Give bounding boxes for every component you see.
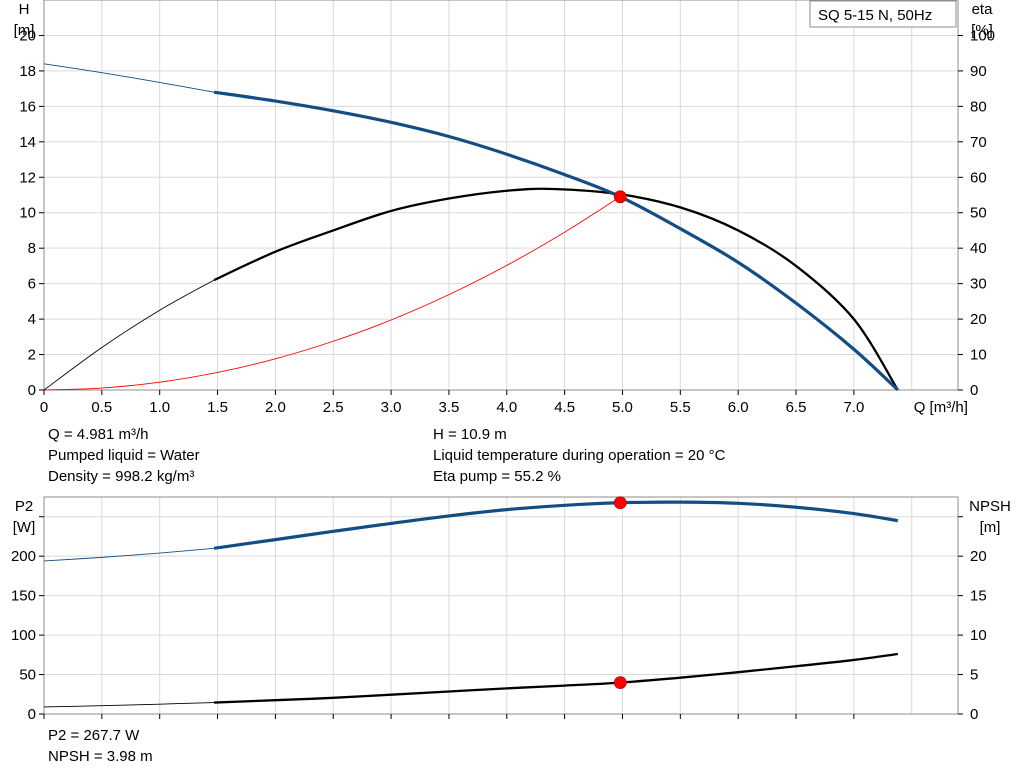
head-chart-x-tick-label: 6.0 — [728, 399, 749, 416]
head-chart-plot-frame — [43, 0, 959, 391]
density-value: Density = 998.2 kg/m³ — [48, 468, 195, 485]
right-axis-label-name: eta — [972, 1, 994, 18]
head-chart-right-tick-label: 40 — [970, 240, 987, 257]
info-left-bottom: P2 = 267.7 W NPSH = 3.98 m — [48, 725, 153, 767]
power-chart-right-tick-label: 0 — [970, 706, 978, 723]
head-chart-left-tick-label: 18 — [19, 63, 36, 80]
head-chart-x-tick-label: 5.5 — [670, 399, 691, 416]
head-chart-right-tick-label: 20 — [970, 311, 987, 328]
power-chart-left-tick-label: 200 — [11, 548, 36, 565]
info-right-top: H = 10.9 m Liquid temperature during ope… — [433, 424, 725, 487]
head-chart-right-tick-label: 60 — [970, 169, 987, 186]
head-chart-right-tick-label: 70 — [970, 134, 987, 151]
left-axis-label-name: H — [19, 1, 30, 18]
head-chart-right-tick-label: 80 — [970, 98, 987, 115]
head-chart-x-tick-label: 4.0 — [496, 399, 517, 416]
head-chart-x-tick-label: 1.5 — [207, 399, 228, 416]
head-chart-h-curve-thin — [43, 63, 215, 93]
head-chart-right-tick-label: 50 — [970, 205, 987, 222]
head-chart-x-tick-label: 0 — [40, 399, 48, 416]
head-chart-eta-curve-thin — [43, 279, 215, 391]
npsh-operating-point-marker — [613, 676, 627, 689]
info-left-top: Q = 4.981 m³/h Pumped liquid = Water Den… — [48, 424, 200, 487]
power-axis-label-unit: [W] — [13, 519, 36, 536]
npsh-value: NPSH = 3.98 m — [48, 748, 153, 765]
power-chart-plot-frame — [43, 496, 959, 715]
power-chart-plot-area — [44, 497, 958, 714]
head-chart-right-tick-label: 100 — [970, 27, 995, 44]
head-chart-left-tick-label: 20 — [19, 27, 36, 44]
power-axis-label-name: P2 — [15, 498, 33, 515]
head-chart-x-tick-label: 0.5 — [91, 399, 112, 416]
right-axis-label-unit: [%] — [971, 22, 993, 39]
power-chart-npsh-curve-thin — [43, 702, 215, 708]
chart-title: SQ 5-15 N, 50Hz — [818, 7, 932, 24]
head-chart-right-tick-label: 30 — [970, 276, 987, 293]
flow-rate-value: Q = 4.981 m³/h — [48, 426, 149, 443]
head-chart-right-tick-label: 90 — [970, 63, 987, 80]
head-chart-x-tick-label: 2.5 — [323, 399, 344, 416]
head-chart-system-curve-curve-thin — [43, 196, 621, 391]
power-chart-p2-curve-thin — [43, 547, 215, 562]
head-chart-left-tick-label: 8 — [28, 240, 36, 257]
head-chart-x-tick-label: 6.5 — [786, 399, 807, 416]
head-chart-x-tick-label: 2.0 — [265, 399, 286, 416]
chart-title-box — [809, 0, 957, 28]
head-chart-left-tick-label: 12 — [19, 169, 36, 186]
head-chart-plot-area — [44, 0, 958, 390]
head-chart-right-tick-label: 10 — [970, 347, 987, 364]
head-chart-x-tick-label: 1.0 — [149, 399, 170, 416]
power-chart-right-tick-label: 15 — [970, 588, 987, 605]
head-chart-h-curve — [213, 90, 899, 392]
head-chart-left-tick-label: 2 — [28, 347, 36, 364]
pumped-liquid-value: Pumped liquid = Water — [48, 447, 200, 464]
head-chart-left-tick-label: 6 — [28, 276, 36, 293]
head-chart-left-tick-label: 10 — [19, 205, 36, 222]
npsh-axis-label-unit: [m] — [980, 519, 1001, 536]
power-chart-left-tick-label: 50 — [19, 667, 36, 684]
p2-value: P2 = 267.7 W — [48, 727, 140, 744]
head-chart-x-tick-label: 7.0 — [843, 399, 864, 416]
head-chart-left-tick-label: 16 — [19, 98, 36, 115]
head-chart-right-tick-label: 0 — [970, 382, 978, 399]
power-chart-left-tick-label: 100 — [11, 627, 36, 644]
head-chart-x-tick-label: 5.0 — [612, 399, 633, 416]
head-value: H = 10.9 m — [433, 426, 507, 443]
head-chart-left-tick-label: 14 — [19, 134, 36, 151]
liquid-temperature-value: Liquid temperature during operation = 20… — [433, 447, 726, 464]
power-chart-npsh-curve — [214, 652, 898, 704]
head-chart-eta-curve — [213, 187, 899, 391]
head-operating-point-marker — [613, 190, 627, 204]
head-chart-x-tick-label: 4.5 — [554, 399, 575, 416]
head-chart-left-tick-label: 0 — [28, 382, 36, 399]
head-chart-x-tick-label: 3.0 — [381, 399, 402, 416]
head-chart-x-tick-label: 3.5 — [439, 399, 460, 416]
power-chart-right-tick-label: 5 — [970, 667, 978, 684]
left-axis-label-unit: [m] — [14, 22, 35, 39]
eta-pump-value: Eta pump = 55.2 % — [433, 468, 561, 485]
power-chart-left-tick-label: 0 — [28, 706, 36, 723]
power-chart-left-tick-label: 150 — [11, 588, 36, 605]
power-chart-p2-curve — [213, 500, 899, 550]
p2-operating-point-marker — [613, 496, 627, 510]
head-chart-left-tick-label: 4 — [28, 311, 36, 328]
power-chart-right-tick-label: 20 — [970, 548, 987, 565]
x-axis-label: Q [m³/h] — [914, 399, 968, 416]
power-chart-right-tick-label: 10 — [970, 627, 987, 644]
npsh-axis-label-name: NPSH — [969, 498, 1011, 515]
